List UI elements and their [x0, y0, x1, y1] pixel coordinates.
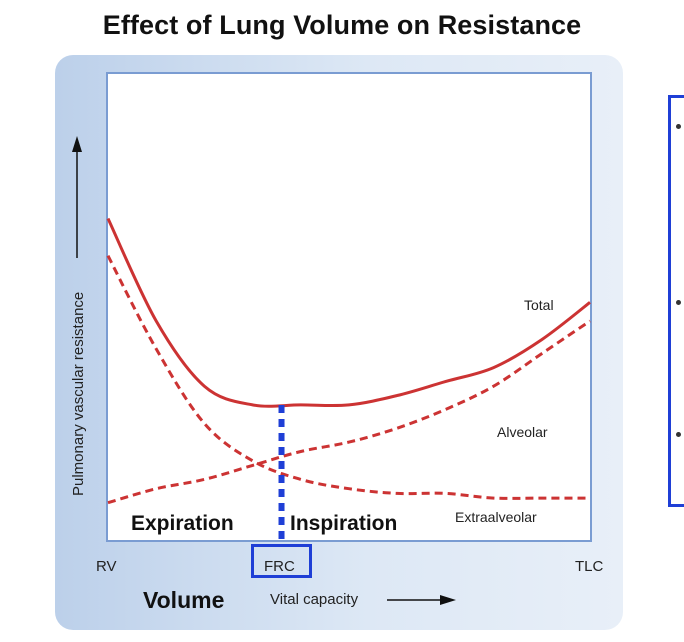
series-line-alveolar	[107, 319, 591, 505]
x-tick-frc: FRC	[264, 558, 295, 575]
series-label-total: Total	[524, 297, 554, 313]
series-label-alveolar: Alveolar	[497, 424, 548, 440]
x-axis-sublabel: Vital capacity	[270, 591, 359, 608]
side-note-bullet	[676, 124, 681, 129]
series-line-extraalveolar	[106, 255, 590, 500]
plot-area	[106, 72, 592, 542]
series-label-extraalveolar: Extraalveolar	[455, 509, 537, 525]
chart-title: Effect of Lung Volume on Resistance	[102, 10, 582, 40]
region-label-expiration: Expiration	[131, 512, 234, 535]
x-axis-label: Volume	[143, 587, 225, 613]
side-note-box	[668, 95, 684, 507]
side-note-bullet	[676, 432, 681, 437]
curves-group	[106, 217, 591, 505]
frc-highlight-box	[251, 544, 312, 578]
y-axis-label: Pulmonary vascular resistance	[70, 292, 87, 496]
side-note-bullet	[676, 300, 681, 305]
x-axis-arrow-icon	[440, 595, 456, 605]
series-line-total	[106, 217, 591, 408]
x-tick-tlc: TLC	[575, 558, 604, 575]
region-label-inspiration: Inspiration	[290, 512, 397, 535]
x-tick-rv: RV	[96, 558, 117, 575]
y-axis-arrow-icon	[72, 136, 82, 152]
